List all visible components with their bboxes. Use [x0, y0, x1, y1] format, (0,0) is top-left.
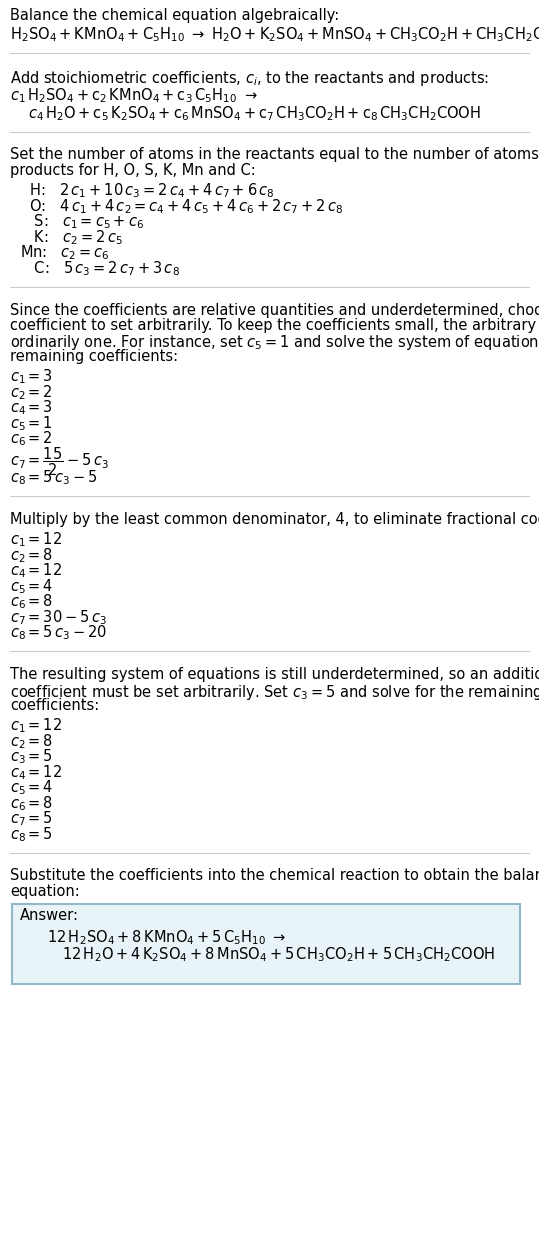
Text: $c_4\,\rm H_2O + c_5\,K_2SO_4 + c_6\,MnSO_4 + c_7\,CH_3CO_2H + c_8\,CH_3CH_2COOH: $c_4\,\rm H_2O + c_5\,K_2SO_4 + c_6\,MnS…: [28, 104, 481, 123]
Text: $c_5 = 4$: $c_5 = 4$: [10, 577, 53, 596]
Text: $c_1 = 12$: $c_1 = 12$: [10, 530, 62, 549]
Text: $c_4 = 3$: $c_4 = 3$: [10, 399, 53, 418]
Text: $c_6 = 8$: $c_6 = 8$: [10, 592, 53, 611]
Text: products for H, O, S, K, Mn and C:: products for H, O, S, K, Mn and C:: [10, 164, 255, 178]
Text: $c_1\,\rm H_2SO_4 + c_2\,KMnO_4 + c_3\,C_5H_{10}\ \rightarrow$: $c_1\,\rm H_2SO_4 + c_2\,KMnO_4 + c_3\,C…: [10, 87, 258, 105]
Text: $\rm H_2SO_4 + KMnO_4 + C_5H_{10}\ \rightarrow\ H_2O + K_2SO_4 + MnSO_4 + CH_3CO: $\rm H_2SO_4 + KMnO_4 + C_5H_{10}\ \righ…: [10, 26, 539, 45]
Text: $c_6 = 2$: $c_6 = 2$: [10, 430, 53, 449]
Text: coefficients:: coefficients:: [10, 698, 99, 712]
Text: $c_5 = 1$: $c_5 = 1$: [10, 414, 53, 432]
Text: coefficient to set arbitrarily. To keep the coefficients small, the arbitrary va: coefficient to set arbitrarily. To keep …: [10, 318, 539, 333]
Text: $c_4 = 12$: $c_4 = 12$: [10, 763, 62, 782]
Text: $c_2 = 2$: $c_2 = 2$: [10, 383, 53, 401]
Text: $c_1 = 12$: $c_1 = 12$: [10, 716, 62, 735]
Text: $\rm 12\,H_2O + 4\,K_2SO_4 + 8\,MnSO_4 + 5\,CH_3CO_2H + 5\,CH_3CH_2COOH$: $\rm 12\,H_2O + 4\,K_2SO_4 + 8\,MnSO_4 +…: [62, 945, 495, 964]
Text: Balance the chemical equation algebraically:: Balance the chemical equation algebraica…: [10, 7, 339, 24]
Text: S:   $c_1 = c_5 + c_6$: S: $c_1 = c_5 + c_6$: [20, 213, 144, 232]
Text: $c_7 = 30 - 5\,c_3$: $c_7 = 30 - 5\,c_3$: [10, 608, 107, 627]
Text: $c_4 = 12$: $c_4 = 12$: [10, 561, 62, 580]
Text: $\rm 12\,H_2SO_4 + 8\,KMnO_4 + 5\,C_5H_{10}\ \rightarrow$: $\rm 12\,H_2SO_4 + 8\,KMnO_4 + 5\,C_5H_{…: [47, 928, 287, 947]
Text: $c_1 = 3$: $c_1 = 3$: [10, 368, 53, 387]
Text: K:   $c_2 = 2\,c_5$: K: $c_2 = 2\,c_5$: [20, 228, 123, 247]
Text: $c_3 = 5$: $c_3 = 5$: [10, 747, 53, 766]
Text: coefficient must be set arbitrarily. Set $c_3 = 5$ and solve for the remaining: coefficient must be set arbitrarily. Set…: [10, 683, 539, 701]
Text: $c_2 = 8$: $c_2 = 8$: [10, 732, 53, 751]
Text: Add stoichiometric coefficients, $c_i$, to the reactants and products:: Add stoichiometric coefficients, $c_i$, …: [10, 69, 489, 88]
Text: $c_8 = 5\,c_3 - 5$: $c_8 = 5\,c_3 - 5$: [10, 468, 98, 487]
Text: Answer:: Answer:: [20, 908, 79, 923]
Text: The resulting system of equations is still underdetermined, so an additional: The resulting system of equations is sti…: [10, 667, 539, 681]
Text: $c_5 = 4$: $c_5 = 4$: [10, 778, 53, 797]
Text: $c_8 = 5\,c_3 - 20$: $c_8 = 5\,c_3 - 20$: [10, 623, 107, 642]
Text: C:   $5\,c_3 = 2\,c_7 + 3\,c_8$: C: $5\,c_3 = 2\,c_7 + 3\,c_8$: [20, 259, 180, 278]
Text: $c_2 = 8$: $c_2 = 8$: [10, 546, 53, 565]
Text: ordinarily one. For instance, set $c_5 = 1$ and solve the system of equations fo: ordinarily one. For instance, set $c_5 =…: [10, 333, 539, 353]
Text: $c_7 = 5$: $c_7 = 5$: [10, 809, 53, 828]
Text: $c_7 = \dfrac{15}{2} - 5\,c_3$: $c_7 = \dfrac{15}{2} - 5\,c_3$: [10, 445, 109, 477]
Text: O:   $4\,c_1 + 4\,c_2 = c_4 + 4\,c_5 + 4\,c_6 + 2\,c_7 + 2\,c_8$: O: $4\,c_1 + 4\,c_2 = c_4 + 4\,c_5 + 4\,…: [20, 197, 343, 216]
Text: Since the coefficients are relative quantities and underdetermined, choose a: Since the coefficients are relative quan…: [10, 302, 539, 317]
Text: Mn:   $c_2 = c_6$: Mn: $c_2 = c_6$: [20, 244, 109, 263]
Text: H:   $2\,c_1 + 10\,c_3 = 2\,c_4 + 4\,c_7 + 6\,c_8$: H: $2\,c_1 + 10\,c_3 = 2\,c_4 + 4\,c_7 +…: [20, 181, 274, 201]
Text: $c_8 = 5$: $c_8 = 5$: [10, 825, 53, 844]
Text: Multiply by the least common denominator, 4, to eliminate fractional coefficient: Multiply by the least common denominator…: [10, 512, 539, 527]
Text: Set the number of atoms in the reactants equal to the number of atoms in the: Set the number of atoms in the reactants…: [10, 147, 539, 162]
Text: remaining coefficients:: remaining coefficients:: [10, 349, 178, 364]
Text: equation:: equation:: [10, 883, 80, 900]
Text: $c_6 = 8$: $c_6 = 8$: [10, 794, 53, 813]
Text: Substitute the coefficients into the chemical reaction to obtain the balanced: Substitute the coefficients into the che…: [10, 869, 539, 883]
FancyBboxPatch shape: [12, 903, 520, 984]
